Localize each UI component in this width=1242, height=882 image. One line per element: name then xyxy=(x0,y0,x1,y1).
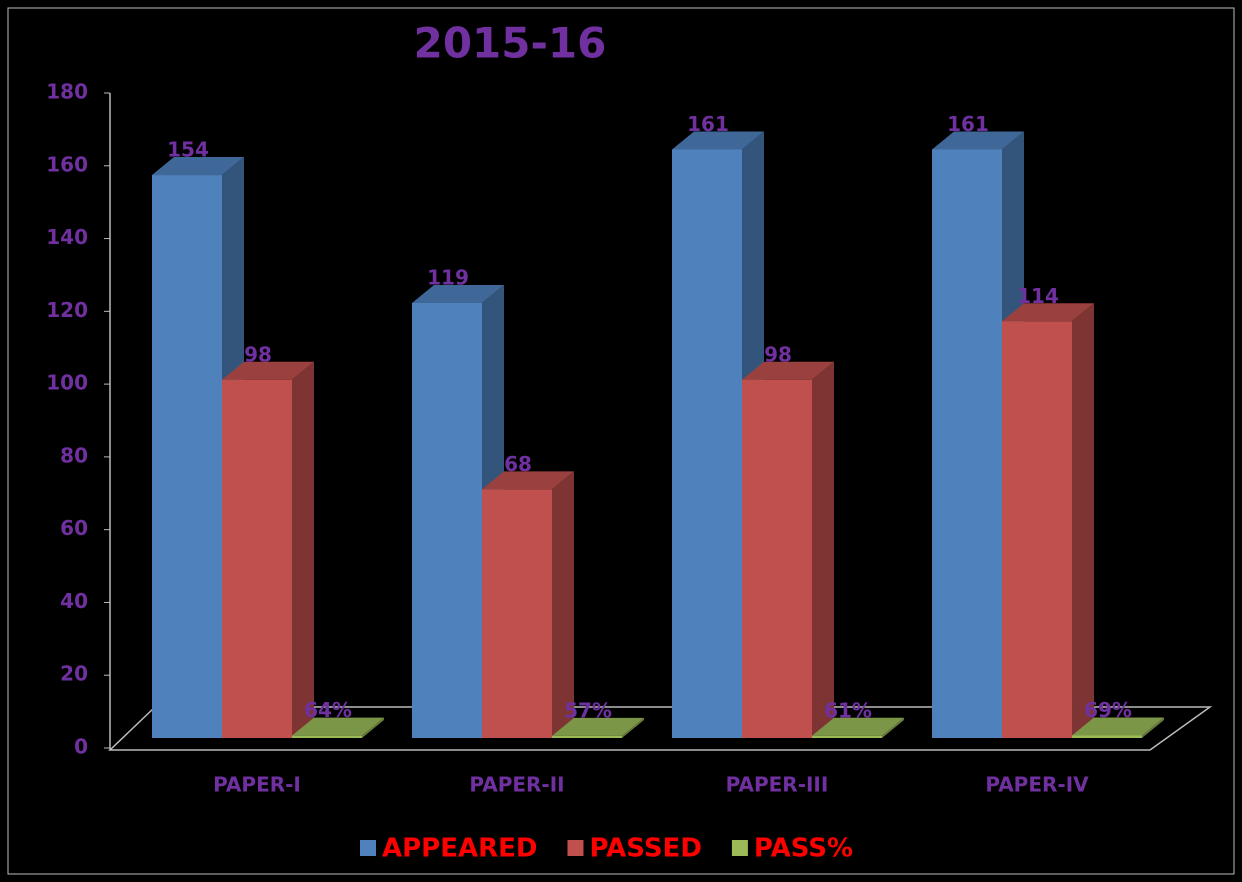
legend-label: PASSED xyxy=(589,834,701,864)
bar-face xyxy=(552,717,644,736)
bar-face xyxy=(412,284,504,303)
bar-face xyxy=(672,149,742,738)
bar-face xyxy=(1142,717,1164,738)
bar xyxy=(1002,303,1094,738)
bar-face xyxy=(812,717,904,736)
y-tick-label: 60 xyxy=(60,516,88,540)
bar-face xyxy=(672,131,764,150)
y-tick-label: 0 xyxy=(74,735,88,759)
data-label: 119 xyxy=(427,265,469,289)
bar xyxy=(292,717,384,738)
bar-face xyxy=(362,717,384,738)
bar-face xyxy=(412,302,482,738)
bar xyxy=(482,471,574,738)
legend-label: PASS% xyxy=(754,834,853,864)
frame xyxy=(7,7,1235,875)
bar-face xyxy=(292,735,362,738)
y-tick-label: 120 xyxy=(46,298,88,322)
bar-face xyxy=(292,717,384,736)
bar-face xyxy=(882,717,904,738)
legend-label: APPEARED xyxy=(382,834,537,864)
y-tick-label: 180 xyxy=(46,80,88,104)
data-label: 57% xyxy=(564,698,612,722)
bar xyxy=(222,361,314,738)
data-label: 98 xyxy=(764,342,792,366)
chart-title: 2015-16 xyxy=(414,19,607,68)
legend-swatch xyxy=(731,840,748,856)
data-label: 98 xyxy=(244,342,272,366)
bar xyxy=(742,361,834,738)
bar-face xyxy=(742,379,812,738)
bar-face xyxy=(1072,303,1094,738)
data-label: 61% xyxy=(824,698,872,722)
bar-face xyxy=(482,489,552,738)
data-label: 161 xyxy=(687,112,729,136)
x-tick-label: PAPER-II xyxy=(469,773,564,797)
bar xyxy=(552,717,644,738)
bar xyxy=(812,717,904,738)
data-label: 161 xyxy=(947,112,989,136)
bar-face xyxy=(1002,321,1072,738)
bar-face xyxy=(152,157,244,176)
y-tick-label: 160 xyxy=(46,152,88,176)
bar-face xyxy=(552,735,622,738)
legend-swatch xyxy=(567,840,584,856)
bar-face xyxy=(622,717,644,738)
bar-face xyxy=(552,471,574,738)
bar-face xyxy=(1072,735,1142,738)
data-label: 154 xyxy=(167,138,209,162)
x-tick-label: PAPER-I xyxy=(213,773,301,797)
x-tick-label: PAPER-III xyxy=(726,773,829,797)
bar-face xyxy=(152,175,222,739)
y-tick-label: 140 xyxy=(46,225,88,249)
data-label: 69% xyxy=(1084,698,1132,722)
bar xyxy=(1072,717,1164,738)
legend-swatch xyxy=(360,840,376,856)
bar-face xyxy=(1002,303,1094,322)
floor xyxy=(108,706,1213,751)
x-tick-label: PAPER-IV xyxy=(985,773,1089,797)
bar-face xyxy=(222,361,314,380)
bar-face xyxy=(812,361,834,738)
bar-face xyxy=(812,735,882,738)
bar-face xyxy=(1072,717,1164,736)
data-label: 64% xyxy=(304,698,352,722)
bar-face xyxy=(742,361,834,380)
bar-face xyxy=(482,471,574,490)
y-tick-label: 20 xyxy=(60,662,88,686)
bar-face xyxy=(932,131,1024,150)
y-tick-label: 100 xyxy=(46,371,88,395)
y-tick-label: 40 xyxy=(60,589,88,613)
bar-face xyxy=(292,361,314,738)
bar-face xyxy=(222,379,292,738)
data-label: 68 xyxy=(504,452,532,476)
y-tick-label: 80 xyxy=(60,443,88,467)
data-label: 114 xyxy=(1017,284,1059,308)
bar-face xyxy=(932,149,1002,738)
